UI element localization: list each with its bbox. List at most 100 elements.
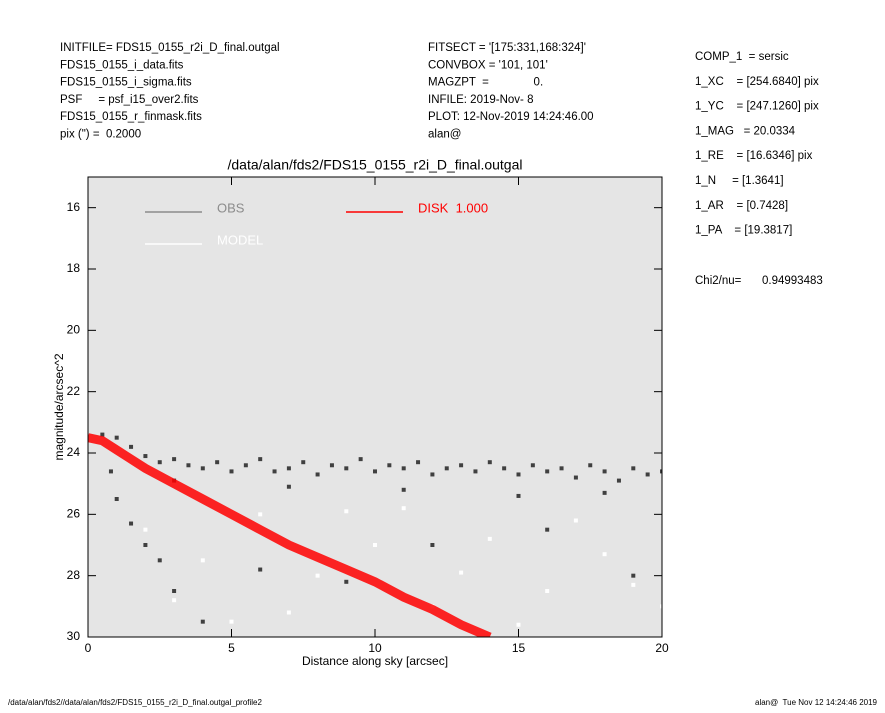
- x-tick-label: 15: [512, 641, 526, 655]
- y-tick-label: 22: [67, 384, 81, 398]
- data-point: [157, 558, 162, 563]
- data-point: [129, 521, 134, 526]
- plot-frame: [87, 176, 663, 638]
- data-point: [459, 463, 464, 468]
- data-point: [286, 610, 291, 615]
- data-point: [329, 463, 334, 468]
- data-point: [358, 457, 363, 462]
- data-point: [602, 490, 607, 495]
- data-point: [143, 527, 148, 532]
- fit-parameter: COMP_1 = sersic: [695, 51, 789, 63]
- data-point: [315, 573, 320, 578]
- data-point: [344, 579, 349, 584]
- y-tick-label: 30: [67, 629, 81, 643]
- x-tick-label: 20: [655, 641, 669, 655]
- data-point: [301, 460, 306, 465]
- y-tick-label: 26: [67, 507, 81, 521]
- data-point: [215, 460, 220, 465]
- y-tick-label: 16: [67, 200, 81, 214]
- header-middle-line: INFILE: 2019-Nov- 8: [428, 94, 533, 106]
- data-point: [430, 472, 435, 477]
- data-point: [516, 622, 521, 627]
- data-point: [229, 619, 234, 624]
- data-point: [645, 472, 650, 477]
- fit-parameter: 1_RE = [16.6346] pix: [695, 150, 813, 162]
- header-middle-line: PLOT: 12-Nov-2019 14:24:46.00: [428, 111, 594, 123]
- fit-parameter: 1_YC = [247.1260] pix: [695, 101, 819, 113]
- model-curve: [88, 433, 492, 637]
- data-point: [172, 457, 177, 462]
- data-point: [373, 469, 377, 474]
- data-point: [200, 466, 205, 471]
- x-axis-label: Distance along sky [arcsec]: [302, 654, 448, 668]
- data-point: [573, 518, 578, 523]
- data-point: [631, 466, 636, 471]
- fit-parameter: 1_N = [1.3641]: [695, 175, 784, 187]
- header-middle-line: MAGZPT = 0.: [428, 77, 543, 89]
- data-point: [143, 454, 148, 459]
- data-point: [243, 463, 248, 468]
- data-point: [172, 598, 177, 603]
- legend-label: OBS: [217, 200, 245, 215]
- data-point: [401, 487, 406, 492]
- data-point: [108, 469, 113, 474]
- data-point: [200, 619, 205, 624]
- data-point: [315, 472, 320, 477]
- data-point: [344, 509, 349, 514]
- legend-label: MODEL: [217, 232, 263, 247]
- footer-left: /data/alan/fds2//data/alan/fds2/FDS15_01…: [8, 698, 263, 707]
- data-point: [444, 466, 449, 471]
- y-tick-label: 28: [67, 568, 81, 582]
- header-middle-line: alan@: [428, 129, 461, 141]
- header-left-line: pix (") = 0.2000: [60, 129, 141, 141]
- data-point: [473, 469, 478, 474]
- y-tick-label: 18: [67, 261, 81, 275]
- data-point: [487, 460, 492, 465]
- chi2-label: Chi2/nu=: [695, 275, 742, 287]
- data-point: [200, 558, 205, 563]
- data-point: [660, 604, 662, 609]
- data-point: [487, 536, 492, 541]
- data-point: [573, 475, 578, 480]
- header-left-line: PSF = psf_i15_over2.fits: [60, 94, 199, 106]
- data-point: [387, 463, 392, 468]
- data-point: [602, 552, 607, 557]
- data-point: [129, 444, 134, 449]
- data-point: [530, 463, 535, 468]
- legend-label: DISK 1.000: [418, 200, 488, 215]
- data-point: [401, 466, 406, 471]
- data-point: [502, 466, 507, 471]
- chi2-value: 0.94993483: [762, 275, 823, 287]
- data-point: [545, 589, 550, 593]
- data-point: [545, 527, 550, 532]
- data-point: [588, 463, 593, 468]
- x-tick-label: 0: [85, 641, 92, 655]
- data-point: [559, 466, 564, 471]
- data-point: [401, 506, 406, 511]
- data-point: [286, 484, 291, 489]
- y-tick-label: 20: [67, 323, 81, 337]
- chart-title: /data/alan/fds2/FDS15_0155_r2i_D_final.o…: [228, 157, 523, 173]
- data-point: [229, 469, 234, 474]
- data-point: [660, 469, 662, 474]
- header-middle-line: FITSECT = '[175:331,168:324]': [428, 42, 586, 54]
- data-point: [631, 573, 636, 578]
- data-point: [143, 543, 148, 547]
- data-point: [430, 543, 435, 547]
- data-point: [114, 435, 119, 440]
- data-point: [258, 512, 263, 517]
- header-left-line: FDS15_0155_i_data.fits: [60, 59, 184, 71]
- data-point: [286, 466, 291, 471]
- fit-parameter: 1_PA = [19.3817]: [695, 225, 792, 237]
- header-left-line: INITFILE= FDS15_0155_r2i_D_final.outgal: [60, 42, 280, 54]
- data-point: [258, 457, 263, 462]
- plot-area: [88, 177, 662, 637]
- fit-parameter: 1_AR = [0.7428]: [695, 200, 788, 212]
- data-point: [172, 589, 177, 593]
- header-left-line: FDS15_0155_r_finmask.fits: [60, 111, 202, 123]
- header-left-line: FDS15_0155_i_sigma.fits: [60, 77, 192, 89]
- data-point: [516, 493, 521, 498]
- data-point: [545, 469, 550, 474]
- x-tick-label: 10: [368, 641, 382, 655]
